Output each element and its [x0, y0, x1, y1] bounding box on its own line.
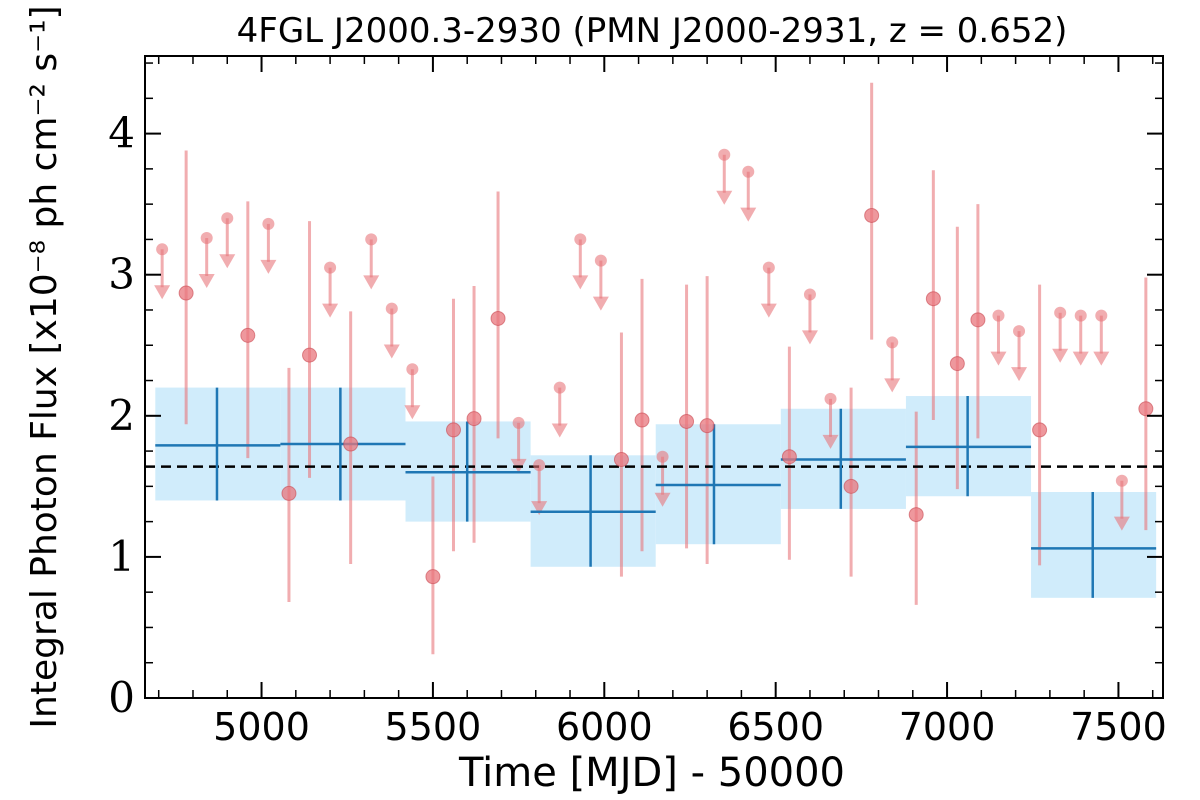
y-axis-label: Integral Photon Flux [x10⁻⁸ ph cm⁻² s⁻¹]: [24, 5, 65, 728]
short-bin-errorbars: [154, 82, 1148, 655]
long-bin-markers: [155, 387, 1157, 598]
axes-frame: [144, 55, 1164, 699]
upper-limit-arrow-head: [990, 351, 1007, 366]
upper-limit-arrow-head: [383, 344, 400, 359]
upper-limit-arrow-head: [801, 330, 818, 345]
short-bin-point: [445, 422, 461, 438]
upper-limit-arrow-head: [322, 303, 339, 318]
short-bin-point: [281, 485, 297, 501]
upper-limit-arrow-head: [822, 434, 839, 449]
upper-limit-point: [656, 450, 669, 463]
upper-limit-arrow-head: [198, 273, 215, 288]
upper-limit-arrow-head: [1072, 351, 1089, 366]
upper-limit-arrow-head: [1113, 516, 1130, 531]
upper-limit-point: [574, 233, 587, 246]
upper-limit-point: [553, 381, 566, 394]
upper-limit-point: [1074, 309, 1087, 322]
short-bin-point: [970, 312, 986, 328]
axis-ticks: [145, 56, 1163, 699]
upper-limit-point: [365, 233, 378, 246]
short-bin-point: [864, 207, 880, 223]
y-tick-label: 2: [108, 391, 135, 440]
upper-limit-point: [262, 217, 275, 230]
upper-limit-arrow-head: [1011, 367, 1028, 382]
upper-limit-arrow-head: [363, 275, 380, 290]
upper-limit-point: [1054, 306, 1067, 319]
y-tick-label: 0: [108, 673, 135, 722]
short-bin-point: [634, 412, 650, 428]
short-bin-point: [908, 507, 924, 523]
upper-limit-point: [1013, 325, 1026, 338]
upper-limit-point: [200, 232, 213, 245]
upper-limit-arrow-head: [154, 285, 171, 300]
short-bin-point: [679, 413, 695, 429]
upper-limit-point: [762, 261, 775, 274]
short-bin-markers: [156, 148, 1154, 585]
x-tick-label: 7000: [899, 705, 996, 749]
upper-limit-point: [1115, 474, 1128, 487]
short-bin-point: [178, 285, 194, 301]
y-tick-label: 4: [108, 109, 135, 158]
upper-limit-arrow-head: [1052, 348, 1069, 363]
x-tick-label: 6000: [556, 705, 653, 749]
short-bin-point: [613, 452, 629, 468]
upper-limit-point: [512, 416, 525, 429]
upper-limit-arrow-head: [884, 378, 901, 393]
y-tick-label: 1: [108, 532, 135, 581]
short-bin-point: [699, 418, 715, 434]
upper-limit-arrow-head: [1093, 351, 1110, 366]
upper-limit-point: [533, 459, 546, 472]
x-tick-label: 7500: [1070, 705, 1167, 749]
upper-limit-arrow-head: [740, 207, 757, 222]
short-bin-point: [490, 310, 506, 326]
upper-limit-arrow-head: [654, 492, 671, 507]
upper-limit-point: [886, 336, 899, 349]
chart-title: 4FGL J2000.3-2930 (PMN J2000-2931, z = 0…: [237, 11, 1068, 51]
short-bin-point: [425, 569, 441, 585]
upper-limit-arrow-head: [716, 190, 733, 205]
upper-limit-arrow-head: [592, 296, 609, 311]
short-bin-point: [466, 411, 482, 427]
upper-limit-point: [385, 302, 398, 315]
upper-limit-point: [718, 148, 731, 161]
short-bin-point: [925, 291, 941, 307]
upper-limit-point: [594, 254, 607, 267]
upper-limit-point: [406, 363, 419, 376]
short-bin-point: [240, 327, 256, 343]
short-bin-point: [781, 449, 797, 465]
upper-limit-point: [1095, 309, 1108, 322]
upper-limit-point: [992, 309, 1005, 322]
x-tick-label: 5500: [385, 705, 482, 749]
short-bin-point: [1138, 401, 1154, 417]
x-tick-label: 5000: [213, 705, 310, 749]
upper-limit-arrow-head: [551, 423, 568, 438]
plot-frame: [144, 55, 1164, 699]
short-bin-point: [302, 347, 318, 363]
upper-limit-point: [324, 261, 337, 274]
y-tick-label: 3: [108, 250, 135, 299]
short-bin-point: [1032, 422, 1048, 438]
x-tick-label: 6500: [727, 705, 824, 749]
short-bin-point: [843, 478, 859, 494]
upper-limit-point: [221, 212, 234, 225]
upper-limit-point: [803, 288, 816, 301]
upper-limit-arrow-head: [404, 405, 421, 420]
upper-limit-arrow-head: [572, 275, 589, 290]
upper-limit-arrow-head: [260, 259, 277, 274]
upper-limit-arrow-head: [219, 254, 236, 269]
upper-limit-point: [824, 392, 837, 405]
short-bin-point: [949, 356, 965, 372]
upper-limit-arrow-head: [531, 501, 548, 516]
axis-tick-labels: 5000 5500 6000 6500 7000 7500 0 1 2 3 4: [108, 109, 1167, 749]
upper-limit-point: [742, 165, 755, 178]
upper-limit-point: [156, 243, 169, 256]
short-bin-point: [343, 436, 359, 452]
x-axis-label: Time [MJD] - 50000: [458, 750, 845, 796]
upper-limit-arrow-head: [760, 303, 777, 318]
